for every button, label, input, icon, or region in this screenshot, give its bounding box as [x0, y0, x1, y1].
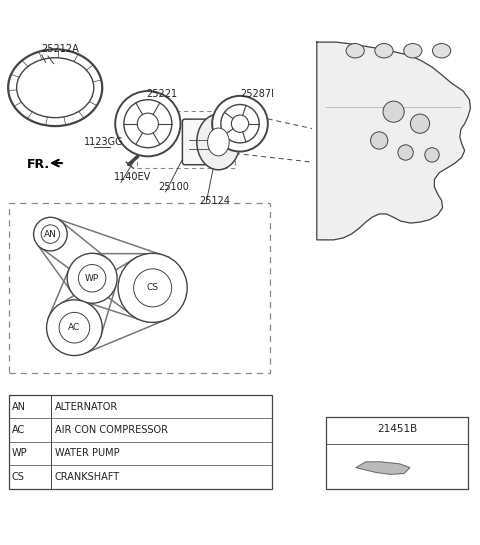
Circle shape	[383, 101, 404, 122]
Circle shape	[231, 115, 249, 132]
Text: AN: AN	[44, 229, 57, 239]
Circle shape	[78, 264, 106, 292]
Text: 21451B: 21451B	[377, 423, 417, 434]
Text: CRANKSHAFT: CRANKSHAFT	[55, 472, 120, 482]
Circle shape	[221, 105, 259, 143]
Ellipse shape	[197, 114, 240, 170]
Text: WP: WP	[85, 274, 99, 283]
Text: CS: CS	[147, 283, 158, 292]
Circle shape	[41, 225, 60, 243]
Circle shape	[410, 114, 430, 134]
Circle shape	[67, 253, 117, 303]
Circle shape	[137, 113, 158, 134]
Circle shape	[133, 269, 172, 307]
Circle shape	[47, 300, 102, 355]
Bar	[137, 111, 235, 168]
Circle shape	[59, 312, 90, 343]
Text: 1140EV: 1140EV	[114, 172, 152, 182]
Text: ALTERNATOR: ALTERNATOR	[55, 402, 118, 411]
Text: 1123GG: 1123GG	[84, 137, 124, 147]
Ellipse shape	[207, 128, 229, 156]
Text: AIR CON COMPRESSOR: AIR CON COMPRESSOR	[55, 425, 168, 435]
Ellipse shape	[404, 44, 422, 58]
Text: 25287I: 25287I	[240, 89, 274, 99]
Text: AC: AC	[12, 425, 25, 435]
Bar	[9, 395, 272, 488]
Text: 25124: 25124	[199, 196, 230, 206]
Bar	[326, 417, 468, 488]
Text: WP: WP	[12, 449, 27, 458]
Circle shape	[115, 91, 180, 156]
Text: AN: AN	[12, 402, 25, 411]
Circle shape	[118, 253, 187, 323]
Circle shape	[398, 145, 413, 160]
Circle shape	[124, 100, 172, 148]
Text: 25221: 25221	[146, 89, 178, 99]
Ellipse shape	[375, 44, 393, 58]
Text: FR.: FR.	[26, 158, 49, 171]
Text: CS: CS	[12, 472, 24, 482]
Polygon shape	[356, 462, 410, 474]
FancyBboxPatch shape	[182, 119, 230, 165]
Text: 25100: 25100	[158, 182, 189, 192]
Circle shape	[371, 132, 388, 149]
Text: WATER PUMP: WATER PUMP	[55, 449, 120, 458]
Text: 25212A: 25212A	[41, 44, 79, 54]
Ellipse shape	[432, 44, 451, 58]
Text: AC: AC	[68, 323, 81, 332]
Bar	[9, 203, 270, 373]
Polygon shape	[317, 42, 470, 240]
Circle shape	[425, 148, 439, 162]
Circle shape	[212, 96, 268, 152]
Ellipse shape	[346, 44, 364, 58]
Circle shape	[34, 217, 67, 251]
